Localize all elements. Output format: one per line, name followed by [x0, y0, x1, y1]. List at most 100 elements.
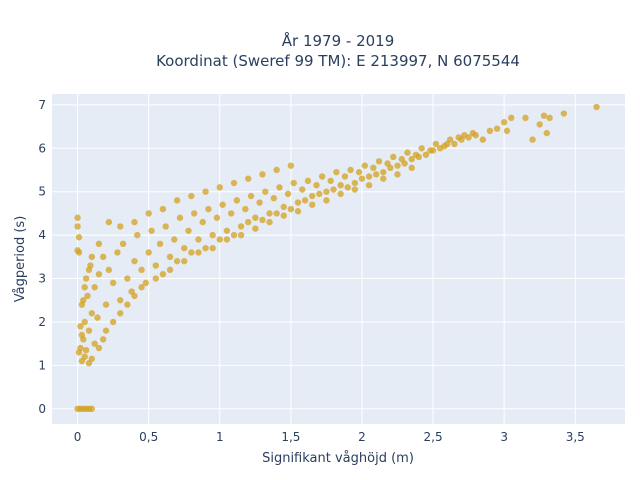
data-points [74, 103, 600, 413]
plot-background [52, 94, 625, 424]
data-point [313, 181, 320, 189]
data-point [109, 318, 117, 326]
data-point [78, 331, 86, 339]
data-point [284, 190, 292, 198]
data-point [372, 171, 380, 178]
data-point [94, 314, 101, 321]
data-point [81, 318, 88, 326]
data-point [91, 340, 98, 347]
data-point [219, 201, 226, 208]
data-point [479, 136, 487, 143]
data-point [273, 166, 280, 174]
data-point [540, 112, 548, 119]
chart-title-line-2: Koordinat (Sweref 99 TM): E 213997, N 60… [156, 52, 520, 70]
data-point [387, 164, 394, 172]
data-point [84, 292, 91, 300]
data-point [171, 236, 178, 243]
data-point [117, 310, 124, 317]
data-point [361, 162, 369, 169]
data-point [323, 197, 330, 204]
x-tick-label: 1,5 [281, 430, 300, 444]
data-point [82, 275, 90, 282]
data-point [74, 214, 81, 221]
x-tick-label: 3,5 [566, 430, 585, 444]
data-point [88, 310, 96, 317]
data-point [82, 346, 90, 354]
data-point [124, 301, 131, 308]
data-point [390, 153, 397, 161]
data-point [216, 236, 223, 243]
data-point [451, 140, 458, 148]
data-point [472, 132, 479, 139]
x-tick-label: 2,5 [424, 430, 443, 444]
data-point [333, 168, 340, 176]
data-point [188, 249, 195, 256]
data-point [294, 199, 302, 206]
data-point [394, 162, 401, 169]
data-point [401, 160, 408, 167]
data-point [543, 129, 550, 137]
data-point [351, 186, 359, 193]
data-point [181, 257, 188, 265]
data-point [85, 266, 93, 274]
data-point [138, 284, 145, 291]
data-point [142, 279, 150, 287]
data-point [245, 175, 252, 182]
y-tick-label: 5 [38, 185, 46, 199]
data-point [370, 164, 377, 172]
data-point [259, 216, 266, 224]
data-point [119, 240, 127, 248]
data-point [270, 195, 278, 202]
data-point [99, 253, 107, 261]
data-point [81, 284, 88, 291]
data-point [233, 197, 241, 204]
data-point [408, 164, 415, 172]
x-tick-label: 2 [358, 430, 366, 444]
data-point [337, 190, 344, 198]
data-point [394, 171, 401, 178]
data-point [503, 127, 511, 135]
data-point [375, 158, 383, 165]
x-tick-label: 0,5 [139, 430, 158, 444]
data-point [213, 214, 221, 221]
data-point [74, 223, 81, 230]
data-point [152, 262, 159, 269]
data-point [252, 214, 259, 221]
data-point [209, 244, 216, 252]
data-point [404, 149, 411, 156]
data-point [365, 173, 373, 180]
data-point [195, 249, 202, 256]
data-point [237, 223, 245, 230]
y-axis-title: Vågperiod (s) [13, 216, 28, 303]
data-point [176, 214, 184, 221]
data-point [308, 201, 316, 208]
data-point [262, 188, 269, 195]
data-point [131, 218, 138, 226]
data-point [465, 134, 472, 141]
x-tick-label: 3 [500, 430, 508, 444]
data-point [290, 179, 297, 187]
data-point [230, 231, 238, 239]
data-point [266, 218, 273, 226]
x-tick-label: 0 [74, 430, 82, 444]
data-point [486, 127, 494, 135]
data-point [330, 186, 337, 193]
data-point [131, 257, 138, 265]
data-point [316, 190, 323, 198]
data-point [159, 205, 167, 213]
data-point [152, 275, 159, 282]
data-point [190, 210, 198, 217]
data-point [223, 236, 231, 243]
data-point [546, 114, 553, 122]
data-point [138, 266, 145, 274]
y-tick-label: 6 [38, 141, 46, 155]
data-point [287, 162, 295, 169]
data-point [75, 349, 83, 356]
data-point [500, 119, 508, 126]
data-point [351, 179, 359, 187]
data-point [266, 210, 273, 217]
data-point [308, 192, 316, 200]
data-point [202, 188, 209, 195]
data-point [166, 266, 174, 274]
